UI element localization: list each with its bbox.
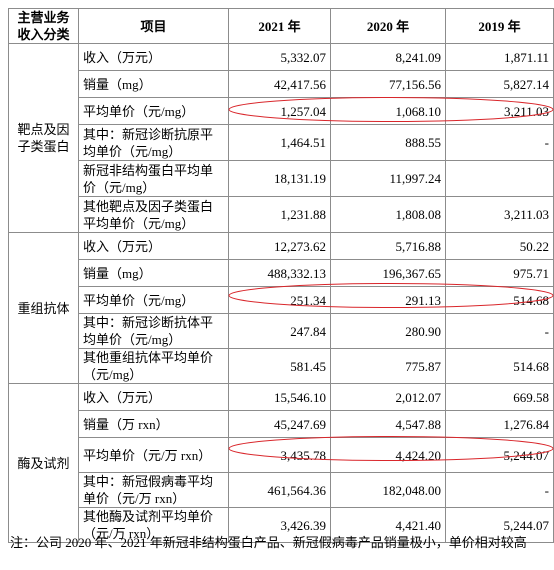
table-row: 销量（mg） 42,417.56 77,156.56 5,827.14 xyxy=(9,70,554,98)
header-cell: 项目 xyxy=(78,8,229,44)
value-cell: 1,808.08 xyxy=(330,196,446,233)
category-cell: 靶点及因子类蛋白 xyxy=(8,43,79,233)
value-cell: 5,827.14 xyxy=(445,70,554,98)
footnote: 注：公司 2020 年、2021 年新冠非结构蛋白产品、新冠假病毒产品销量极小，… xyxy=(10,535,527,550)
header-cell: 2019 年 xyxy=(445,8,554,44)
header-cell: 2020 年 xyxy=(330,8,446,44)
value-cell: 3,211.03 xyxy=(445,97,554,125)
item-cell: 收入（万元） xyxy=(78,43,229,71)
value-cell: - xyxy=(445,313,554,349)
value-cell: 775.87 xyxy=(330,348,446,384)
table-row: 其中：新冠诊断抗体平均单价（元/mg） 247.84 280.90- xyxy=(9,313,554,349)
item-cell: 平均单价（元/mg） xyxy=(78,286,229,314)
table-row: 重组抗体 收入（万元） 12,273.62 5,716.88 50.22 xyxy=(8,232,554,384)
value-cell: 5,244.07 xyxy=(445,507,554,543)
table-row: 酶及试剂 收入（万元） 15,546.10 2,012.07 669.58 xyxy=(8,383,554,543)
item-cell: 销量（mg） xyxy=(78,259,229,287)
table-row: 其中：新冠诊断抗原平均单价（元/mg） 1,464.51 888.55- xyxy=(9,124,554,161)
value-cell: 247.84 xyxy=(228,313,331,349)
table-row: 平均单价（元/万 rxn） 3,435.78 4,424.20 5,244.07 xyxy=(9,437,554,473)
category-cell: 重组抗体 xyxy=(8,232,79,384)
value-cell: 4,424.20 xyxy=(330,437,446,473)
value-cell: 196,367.65 xyxy=(330,259,446,287)
value-cell: 8,241.09 xyxy=(330,43,446,71)
value-cell: 488,332.13 xyxy=(228,259,331,287)
value-cell: 4,421.40 xyxy=(330,507,446,543)
item-cell: 其中：新冠诊断抗体平均单价（元/mg） xyxy=(78,313,229,349)
value-cell: 4,547.88 xyxy=(330,410,446,438)
table-row: 新冠非结构蛋白平均单价（元/mg） 18,131.19 11,997.24 xyxy=(9,160,554,197)
table-row: 其他重组抗体平均单价（元/mg） 581.45 775.87 514.68 xyxy=(9,348,554,384)
value-cell: 1,257.04 xyxy=(228,97,331,125)
item-cell: 收入（万元） xyxy=(78,383,229,411)
item-cell: 销量（万 rxn） xyxy=(78,410,229,438)
value-cell: 3,211.03 xyxy=(445,196,554,233)
value-cell: 461,564.36 xyxy=(228,472,331,508)
item-cell: 其他靶点及因子类蛋白平均单价（元/mg） xyxy=(78,196,229,233)
value-cell: 1,068.10 xyxy=(330,97,446,125)
header-cell: 主营业务收入分类 xyxy=(8,8,79,44)
value-cell: 1,464.51 xyxy=(228,124,331,161)
value-cell: 18,131.19 xyxy=(228,160,331,197)
table-row: 销量（万 rxn） 45,247.69 4,547.88 1,276.84 xyxy=(9,410,554,438)
value-cell: 291.13 xyxy=(330,286,446,314)
value-cell: 1,276.84 xyxy=(445,410,554,438)
value-cell: - xyxy=(445,472,554,508)
value-cell: 50.22 xyxy=(445,232,554,260)
value-cell: 669.58 xyxy=(445,383,554,411)
item-cell: 其中：新冠诊断抗原平均单价（元/mg） xyxy=(78,124,229,161)
value-cell: 975.71 xyxy=(445,259,554,287)
value-cell: 581.45 xyxy=(228,348,331,384)
table-row: 其他靶点及因子类蛋白平均单价（元/mg） 1,231.88 1,808.08 3,21… xyxy=(9,196,554,233)
item-cell: 其他酶及试剂平均单价（元/万 rxn） xyxy=(78,507,229,543)
value-cell: 514.68 xyxy=(445,286,554,314)
empty-cell xyxy=(445,160,554,197)
value-cell: 2,012.07 xyxy=(330,383,446,411)
value-cell: 5,332.07 xyxy=(228,43,331,71)
header-cell: 2021 年 xyxy=(228,8,331,44)
value-cell: 3,435.78 xyxy=(228,437,331,473)
value-cell: 1,871.11 xyxy=(445,43,554,71)
value-cell: 12,273.62 xyxy=(228,232,331,260)
table-row: 其他酶及试剂平均单价（元/万 rxn） 3,426.39 4,421.40 5,244… xyxy=(9,507,554,543)
table-row: 平均单价（元/mg） 251.34 291.13 514.68 xyxy=(9,286,554,314)
value-cell: 514.68 xyxy=(445,348,554,384)
category-cell: 酶及试剂 xyxy=(8,383,79,543)
value-cell: 1,231.88 xyxy=(228,196,331,233)
value-cell: 280.90 xyxy=(330,313,446,349)
value-cell: 5,716.88 xyxy=(330,232,446,260)
value-cell: 251.34 xyxy=(228,286,331,314)
value-cell: 45,247.69 xyxy=(228,410,331,438)
value-cell: 42,417.56 xyxy=(228,70,331,98)
table-row: 其中：新冠假病毒平均单价（元/万 rxn） 461,564.36 182,048.0… xyxy=(9,472,554,508)
table-row: 平均单价（元/mg） 1,257.04 1,068.10 3,211.03 xyxy=(9,97,554,125)
value-cell: 77,156.56 xyxy=(330,70,446,98)
value-cell: - xyxy=(445,124,554,161)
value-cell: 182,048.00 xyxy=(330,472,446,508)
value-cell: 3,426.39 xyxy=(228,507,331,543)
value-cell: 11,997.24 xyxy=(330,160,446,197)
table-row: 靶点及因子类蛋白 收入（万元） 5,332.07 8,241.09 1,871.11 xyxy=(8,43,554,233)
item-cell: 其中：新冠假病毒平均单价（元/万 rxn） xyxy=(78,472,229,508)
item-cell: 平均单价（元/万 rxn） xyxy=(78,437,229,473)
data-table: 主营业务收入分类 项目 2021 年 2020 年 2019 年 靶点及因子类蛋白 收入（… xyxy=(8,8,554,543)
item-cell: 新冠非结构蛋白平均单价（元/mg） xyxy=(78,160,229,197)
value-cell: 888.55 xyxy=(330,124,446,161)
item-cell: 收入（万元） xyxy=(78,232,229,260)
value-cell: 15,546.10 xyxy=(228,383,331,411)
table-row: 销量（mg） 488,332.13 196,367.65 975.71 xyxy=(9,259,554,287)
value-cell: 5,244.07 xyxy=(445,437,554,473)
item-cell: 其他重组抗体平均单价（元/mg） xyxy=(78,348,229,384)
header-row: 主营业务收入分类 项目 2021 年 2020 年 2019 年 xyxy=(8,8,554,44)
item-cell: 销量（mg） xyxy=(78,70,229,98)
item-cell: 平均单价（元/mg） xyxy=(78,97,229,125)
